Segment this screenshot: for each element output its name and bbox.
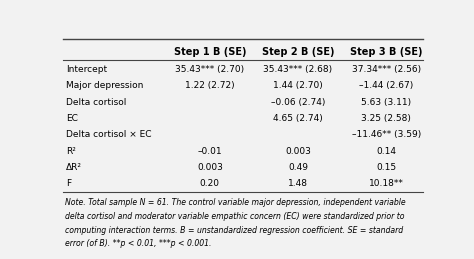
Text: 1.44 (2.70): 1.44 (2.70) <box>273 81 323 90</box>
Text: Step 2 B (SE): Step 2 B (SE) <box>262 47 334 56</box>
Text: 0.003: 0.003 <box>197 163 223 172</box>
Text: 0.20: 0.20 <box>200 179 220 189</box>
Text: –0.01: –0.01 <box>198 147 222 156</box>
Text: delta cortisol and moderator variable empathic concern (EC) were standardized pr: delta cortisol and moderator variable em… <box>65 212 404 221</box>
Text: Major depression: Major depression <box>66 81 143 90</box>
Text: 1.22 (2.72): 1.22 (2.72) <box>185 81 235 90</box>
Text: F: F <box>66 179 71 189</box>
Text: EC: EC <box>66 114 78 123</box>
Text: 37.34*** (2.56): 37.34*** (2.56) <box>352 65 421 74</box>
Text: 0.15: 0.15 <box>376 163 396 172</box>
Text: Step 1 B (SE): Step 1 B (SE) <box>173 47 246 56</box>
Text: computing interaction terms. B = unstandardized regression coefficient. SE = sta: computing interaction terms. B = unstand… <box>65 226 403 235</box>
Text: 1.48: 1.48 <box>288 179 308 189</box>
Text: ΔR²: ΔR² <box>66 163 82 172</box>
Text: 0.49: 0.49 <box>288 163 308 172</box>
Text: –0.06 (2.74): –0.06 (2.74) <box>271 98 325 107</box>
Text: Step 3 B (SE): Step 3 B (SE) <box>350 47 422 56</box>
Text: Delta cortisol: Delta cortisol <box>66 98 126 107</box>
Text: 10.18**: 10.18** <box>369 179 404 189</box>
Text: 35.43*** (2.68): 35.43*** (2.68) <box>264 65 333 74</box>
Text: Intercept: Intercept <box>66 65 107 74</box>
Text: –11.46** (3.59): –11.46** (3.59) <box>352 130 421 139</box>
Text: 0.003: 0.003 <box>285 147 311 156</box>
Text: R²: R² <box>66 147 76 156</box>
Text: 0.14: 0.14 <box>376 147 396 156</box>
Text: –1.44 (2.67): –1.44 (2.67) <box>359 81 413 90</box>
Text: 4.65 (2.74): 4.65 (2.74) <box>273 114 323 123</box>
Text: 3.25 (2.58): 3.25 (2.58) <box>361 114 411 123</box>
Text: error (of B). **p < 0.01, ***p < 0.001.: error (of B). **p < 0.01, ***p < 0.001. <box>65 239 211 248</box>
Text: Note. Total sample N = 61. The control variable major depression, independent va: Note. Total sample N = 61. The control v… <box>65 198 405 207</box>
Text: 35.43*** (2.70): 35.43*** (2.70) <box>175 65 245 74</box>
Text: 5.63 (3.11): 5.63 (3.11) <box>361 98 411 107</box>
Text: Delta cortisol × EC: Delta cortisol × EC <box>66 130 151 139</box>
